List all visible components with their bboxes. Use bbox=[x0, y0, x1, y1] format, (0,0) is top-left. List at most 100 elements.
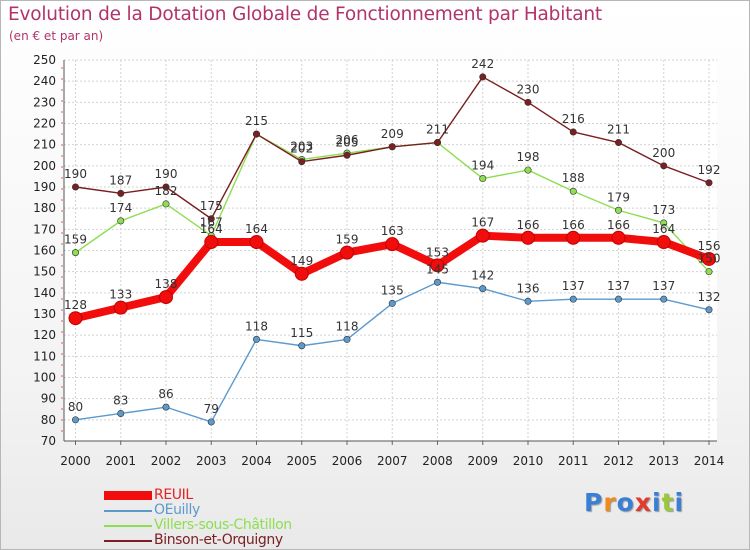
data-point bbox=[72, 183, 80, 191]
y-tick-label: 230 bbox=[33, 95, 56, 109]
y-tick-label: 70 bbox=[41, 434, 56, 448]
data-point bbox=[113, 300, 128, 315]
data-label: 188 bbox=[562, 171, 585, 185]
data-point bbox=[702, 251, 716, 266]
data-label: 80 bbox=[68, 400, 83, 414]
data-label: 206 bbox=[336, 133, 359, 147]
data-point bbox=[475, 228, 490, 243]
data-label: 164 bbox=[245, 222, 268, 236]
x-tick-label: 2005 bbox=[286, 454, 317, 468]
data-label: 164 bbox=[652, 222, 675, 236]
x-tick-label: 2001 bbox=[105, 454, 136, 468]
x-tick-label: 2008 bbox=[422, 454, 453, 468]
data-point bbox=[705, 268, 713, 276]
proxiti-logo: Proxiti bbox=[584, 488, 685, 517]
data-label: 137 bbox=[562, 279, 585, 293]
x-tick-label: 2004 bbox=[241, 454, 272, 468]
data-label: 132 bbox=[698, 290, 721, 304]
y-tick-label: 220 bbox=[33, 117, 56, 131]
data-point bbox=[660, 162, 668, 170]
data-label: 136 bbox=[517, 281, 540, 295]
x-tick-label: 2013 bbox=[648, 454, 679, 468]
x-tick-label: 2000 bbox=[60, 454, 91, 468]
data-point bbox=[524, 297, 532, 305]
data-label: 216 bbox=[562, 112, 585, 126]
data-label: 133 bbox=[109, 288, 132, 302]
y-tick-label: 250 bbox=[33, 53, 56, 67]
data-point bbox=[162, 183, 170, 191]
data-label: 115 bbox=[290, 326, 313, 340]
data-label: 150 bbox=[698, 252, 721, 266]
y-tick-label: 160 bbox=[33, 244, 56, 258]
x-tick-label: 2007 bbox=[377, 454, 408, 468]
y-tick-label: 120 bbox=[33, 328, 56, 342]
data-point bbox=[566, 230, 581, 245]
data-point bbox=[340, 245, 354, 260]
data-point bbox=[433, 139, 441, 147]
y-tick-label: 100 bbox=[33, 371, 56, 385]
data-point bbox=[249, 235, 264, 250]
data-point bbox=[614, 206, 622, 214]
data-label: 209 bbox=[381, 127, 404, 141]
data-label: 83 bbox=[113, 393, 128, 407]
data-label: 145 bbox=[426, 262, 449, 276]
data-label: 149 bbox=[290, 254, 313, 268]
y-tick-label: 130 bbox=[33, 307, 56, 321]
data-label: 137 bbox=[607, 279, 630, 293]
data-point bbox=[521, 230, 535, 245]
data-label: 211 bbox=[607, 123, 630, 137]
data-point bbox=[660, 219, 668, 227]
data-point bbox=[298, 158, 306, 166]
data-point bbox=[433, 278, 441, 286]
y-tick-label: 180 bbox=[33, 201, 56, 215]
y-tick-label: 240 bbox=[33, 74, 56, 88]
data-point bbox=[159, 290, 173, 305]
data-point bbox=[611, 230, 626, 245]
data-label: 79 bbox=[204, 402, 219, 416]
data-point bbox=[207, 215, 215, 223]
y-tick-label: 140 bbox=[33, 286, 56, 300]
data-label: 164 bbox=[200, 222, 223, 236]
chart-title: Evolution de la Dotation Globale de Fonc… bbox=[8, 4, 602, 25]
data-label: 166 bbox=[517, 218, 540, 232]
data-label: 166 bbox=[607, 218, 630, 232]
data-point bbox=[569, 128, 577, 136]
data-point bbox=[117, 409, 125, 417]
data-label: 166 bbox=[562, 218, 585, 232]
data-point bbox=[162, 403, 170, 411]
data-point bbox=[72, 249, 80, 257]
data-point bbox=[253, 130, 261, 138]
data-label: 153 bbox=[426, 245, 449, 259]
data-label: 163 bbox=[381, 224, 404, 238]
data-label: 179 bbox=[607, 190, 630, 204]
x-tick-label: 2009 bbox=[467, 454, 498, 468]
data-label: 175 bbox=[200, 199, 223, 213]
data-point bbox=[162, 200, 170, 208]
data-point bbox=[117, 217, 125, 225]
x-tick-label: 2014 bbox=[694, 454, 725, 468]
data-label: 173 bbox=[652, 203, 675, 217]
data-point bbox=[343, 151, 351, 159]
data-label: 135 bbox=[381, 283, 404, 297]
data-label: 194 bbox=[471, 159, 494, 173]
data-point bbox=[385, 237, 400, 252]
data-point bbox=[569, 187, 577, 195]
data-point bbox=[204, 235, 219, 250]
legend-swatch bbox=[104, 510, 152, 512]
legend-swatch bbox=[104, 491, 152, 500]
data-point bbox=[524, 98, 532, 106]
data-point bbox=[207, 418, 215, 426]
data-point bbox=[656, 235, 671, 250]
data-label: 190 bbox=[64, 167, 87, 181]
data-label: 138 bbox=[155, 277, 178, 291]
data-point bbox=[430, 258, 445, 273]
legend-swatch bbox=[104, 525, 152, 527]
data-label: 159 bbox=[336, 233, 359, 247]
data-point bbox=[660, 295, 668, 303]
data-label: 128 bbox=[64, 298, 87, 312]
x-tick-label: 2006 bbox=[332, 454, 363, 468]
data-label: 200 bbox=[652, 146, 675, 160]
y-tick-label: 150 bbox=[33, 265, 56, 279]
data-label: 174 bbox=[109, 201, 132, 215]
data-label: 190 bbox=[155, 167, 178, 181]
